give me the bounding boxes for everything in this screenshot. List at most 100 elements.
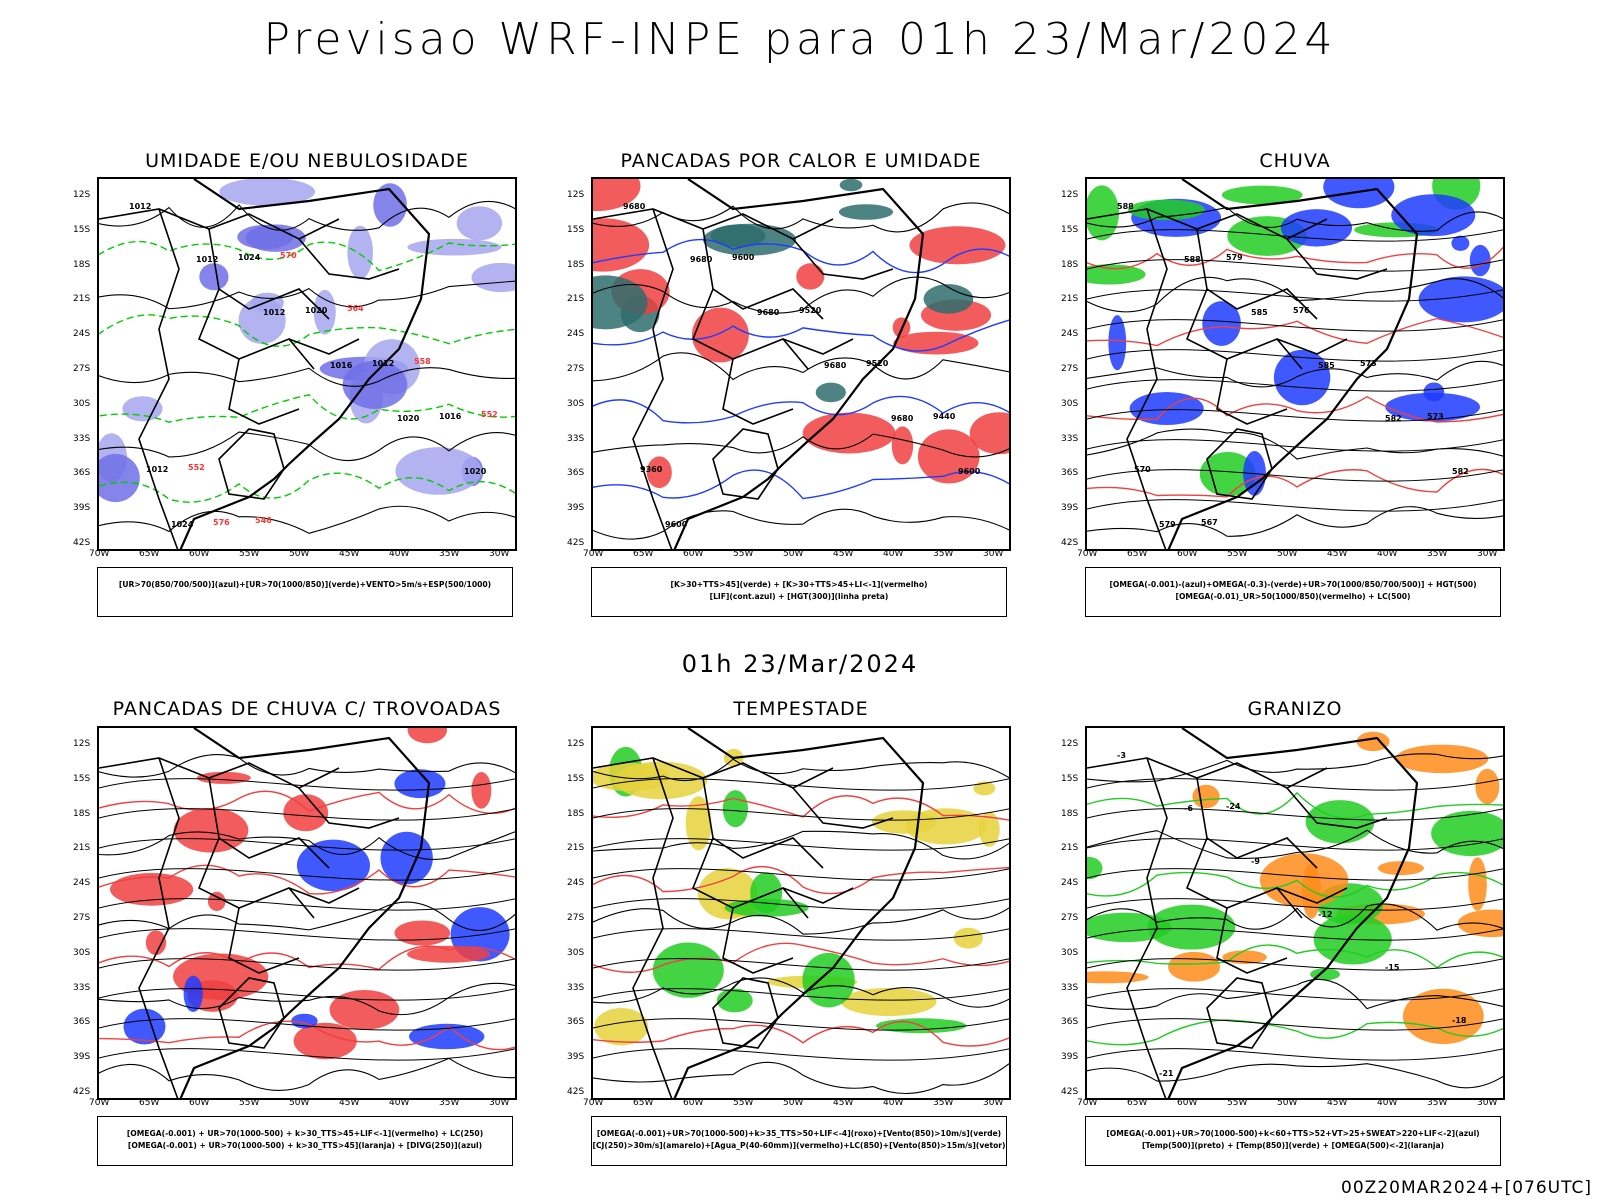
streamline [99, 1018, 515, 1031]
shaded-field-patch [802, 412, 896, 454]
political-border [208, 228, 330, 320]
streamline [1087, 988, 1503, 1001]
political-border [138, 757, 180, 1098]
legend-line: [Temp(500)](preto) + [Temp(850)](verde) … [1141, 1141, 1445, 1150]
contour-line [1087, 360, 1503, 388]
lon-tick-label: 40W [1377, 1098, 1398, 1108]
contour-line [99, 1057, 515, 1091]
lon-tick-label: 40W [389, 1098, 410, 1108]
forecast-map: 9680 9680 9680 9680 9680 9600 9600 9600 9520 9520… [591, 177, 1011, 551]
lat-tick-label: 33S [1061, 982, 1079, 993]
political-border [782, 338, 854, 355]
shaded-field-patch [1423, 382, 1445, 402]
contour-label: 1016 [439, 412, 462, 421]
streamline [593, 898, 1009, 911]
shaded-field-patch [1202, 301, 1241, 346]
contour-line [1087, 978, 1503, 1010]
lon-tick-label: 50W [783, 1098, 804, 1108]
lat-tick-label: 18S [73, 808, 91, 819]
contour-label: 9600 [732, 253, 755, 262]
shaded-field-patch [293, 1022, 357, 1060]
contour-line [593, 758, 1009, 782]
shaded-field-patch [841, 987, 937, 1016]
shaded-field-patch [1087, 971, 1149, 984]
contour-line [593, 1020, 1009, 1047]
map-canvas: 9680 9680 9680 9680 9680 9600 9600 9600 9520 9520… [593, 179, 1009, 549]
contour-label: 573 [1360, 359, 1377, 368]
shaded-field-patch [329, 989, 400, 1030]
forecast-map: 588 588 585 585 582 582 579 579 576 573 573 570 567 [1085, 177, 1505, 551]
lat-tick-label: 18S [73, 259, 91, 270]
contour-line [1087, 753, 1503, 783]
shaded-field-patch [471, 772, 492, 809]
contour-line [1087, 395, 1503, 423]
legend-line: [OMEGA(-0.001)+UR>70(1000-500)+k<60+TTS>… [1106, 1129, 1480, 1138]
shaded-field-patch [1087, 264, 1146, 285]
contour-line [99, 754, 515, 778]
streamline [99, 988, 515, 1001]
political-border [218, 428, 285, 500]
shaded-field-patch [1418, 276, 1503, 323]
political-border [1196, 228, 1318, 320]
lon-tick-label: 30W [489, 549, 510, 559]
shaded-field-patch [183, 975, 203, 1013]
panel-title: PANCADAS DE CHUVA C/ TROVOADAS [112, 698, 502, 720]
political-border [1206, 428, 1273, 500]
streamline [593, 1048, 1009, 1061]
streamline [1087, 409, 1503, 422]
lat-tick-label: 42S [567, 1087, 585, 1097]
lat-tick-label: 18S [567, 259, 585, 270]
contour-line [593, 865, 1009, 895]
shaded-field-patch [652, 942, 724, 998]
contour-label: 579 [1159, 520, 1176, 529]
contour-label: 552 [188, 463, 205, 472]
contour-line [1087, 468, 1503, 498]
lat-tick-label: 24S [1061, 329, 1079, 340]
contour-label: 567 [1201, 518, 1218, 527]
contour-label: 579 [1226, 253, 1243, 262]
shaded-field-patch [969, 412, 1009, 455]
lat-tick-label: 42S [1061, 538, 1079, 548]
political-border [218, 977, 285, 1049]
contour-line [593, 433, 1009, 458]
lat-tick-label: 12S [1061, 739, 1079, 749]
shaded-field-patch [394, 920, 451, 946]
contour-label: -3 [1117, 751, 1126, 760]
lat-tick-label: 30S [567, 947, 585, 958]
lat-tick-label: 39S [73, 503, 91, 514]
lon-tick-label: 30W [983, 549, 1004, 559]
lat-tick-label: 33S [567, 433, 585, 444]
legend-line: [K>30+TTS>45](verde) + [K>30+TTS>45+LI<-… [670, 580, 928, 589]
main-title: Previsao WRF-INPE para 01h 23/Mar/2024 [263, 14, 1337, 65]
legend-line: [OMEGA(-0.001)+UR>70(1000-500)+k>35_TTS>… [596, 1129, 1002, 1138]
legend-box: [K>30+TTS>45](verde) + [K>30+TTS>45+LI<-… [591, 567, 1007, 617]
streamline [1087, 928, 1503, 941]
contour-label: 573 [1427, 412, 1444, 421]
lat-tick-label: 18S [567, 808, 585, 819]
contour-label: -6 [1184, 804, 1193, 813]
lat-tick-label: 12S [567, 739, 585, 749]
lon-tick-label: 50W [289, 549, 310, 559]
contour-label: 588 [1184, 255, 1201, 264]
shaded-field-patch [173, 807, 249, 853]
contour-line [593, 395, 1009, 424]
lon-tick-label: 70W [583, 549, 604, 559]
contour-line [1087, 506, 1503, 537]
shaded-field-patch [1431, 810, 1503, 857]
contour-label: -9 [1251, 857, 1260, 866]
lon-tick-label: 55W [733, 1098, 754, 1108]
political-border [228, 907, 300, 974]
lat-tick-label: 36S [567, 468, 585, 479]
streamline [593, 808, 1009, 821]
political-border [138, 208, 180, 549]
shaded-field-patch [1395, 744, 1489, 774]
lat-tick-label: 15S [73, 773, 91, 784]
legend-line: [UR>70(850/700/500)](azul)+[UR>70(1000/8… [118, 580, 492, 589]
political-border [782, 887, 854, 904]
shaded-field-patch [219, 179, 316, 206]
lon-tick-label: 55W [1227, 549, 1248, 559]
lon-tick-label: 65W [633, 1098, 654, 1108]
shaded-field-patch [893, 331, 979, 355]
shaded-field-patch [1280, 209, 1353, 247]
contour-line [99, 367, 515, 387]
